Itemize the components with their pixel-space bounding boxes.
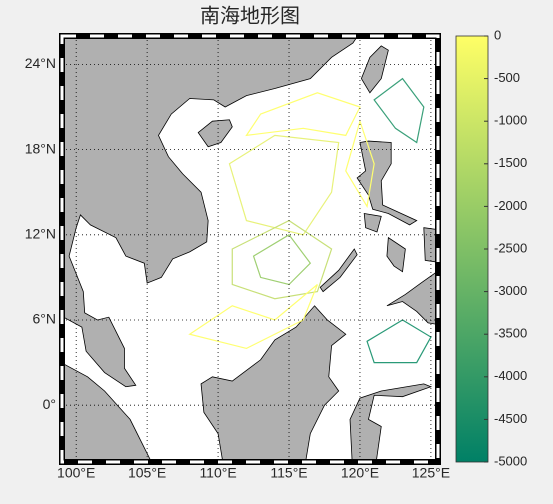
colorbar-tick-label: -4500 <box>494 411 527 426</box>
landmass <box>349 383 433 462</box>
colorbar-tick-label: -4000 <box>494 368 527 383</box>
contour <box>228 134 340 236</box>
y-tick-label: 6°N <box>33 311 57 327</box>
frame-dash <box>60 34 440 464</box>
landmass <box>360 45 389 94</box>
x-tick-label: 100°E <box>57 465 95 481</box>
contour <box>345 119 375 209</box>
land <box>62 36 438 462</box>
colorbar-tick-label: -3500 <box>494 326 527 341</box>
landmass <box>386 236 406 273</box>
landmass <box>319 248 358 293</box>
y-tick-label: 0° <box>43 396 56 412</box>
grid <box>62 36 438 462</box>
colorbar-tick-label: -2000 <box>494 198 527 213</box>
colorbar-tick-label: -3000 <box>494 283 527 298</box>
y-tick-label: 12°N <box>25 226 56 242</box>
x-tick-label: 105°E <box>128 465 166 481</box>
landmass <box>62 36 359 388</box>
contour <box>373 77 425 144</box>
x-tick-label: 110°E <box>199 465 236 481</box>
landmass <box>423 227 438 263</box>
landmass <box>62 362 152 462</box>
contour <box>245 92 361 137</box>
chart-title: 南海地形图 <box>200 4 300 28</box>
colorbar-tick-label: -500 <box>494 70 520 85</box>
colorbar-tick-label: -2500 <box>494 240 527 255</box>
landmass <box>386 270 438 325</box>
y-tick-label: 24°N <box>25 55 56 71</box>
x-tick-label: 120°E <box>341 465 379 481</box>
landmass <box>197 119 233 148</box>
contour <box>252 234 312 286</box>
colorbar-tick-label: -1000 <box>494 113 527 128</box>
colorbar <box>455 35 489 463</box>
y-tick-label: 18°N <box>25 140 56 156</box>
colorbar-tick-label: 0 <box>494 27 501 42</box>
landmass <box>356 140 418 226</box>
landmass <box>200 305 347 462</box>
contour <box>366 319 432 364</box>
landmass <box>363 213 382 233</box>
x-tick-label: 115°E <box>270 465 307 481</box>
x-tick-label: 125°E <box>412 465 450 481</box>
contours <box>188 77 432 364</box>
contour <box>188 284 318 350</box>
colorbar-tick-label: -1500 <box>494 155 527 170</box>
colorbar-tick-label: -5000 <box>494 453 527 468</box>
